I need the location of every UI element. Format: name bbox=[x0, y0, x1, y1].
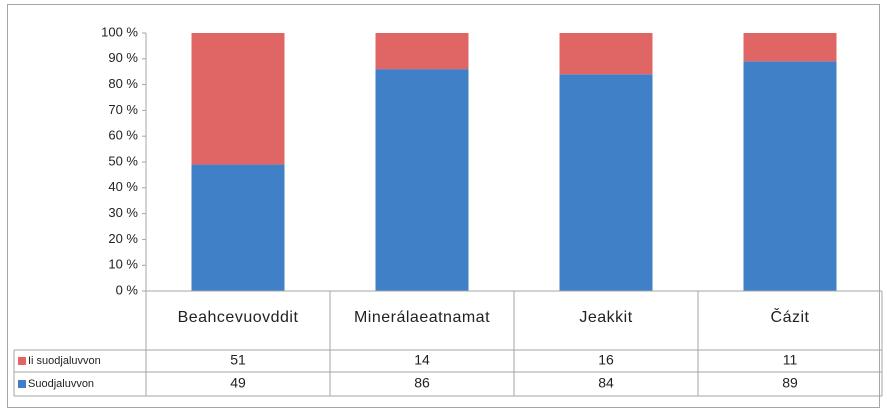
table-value: 11 bbox=[783, 352, 798, 368]
y-tick-label: 30 % bbox=[108, 205, 138, 220]
bar-segment bbox=[375, 69, 469, 292]
bar-segment bbox=[375, 33, 469, 70]
y-tick-label: 20 % bbox=[108, 231, 138, 246]
table-value: 49 bbox=[230, 375, 246, 391]
table-value: 51 bbox=[230, 352, 246, 368]
y-tick-label: 40 % bbox=[108, 179, 138, 194]
bar-segment bbox=[559, 33, 653, 75]
y-tick-label: 50 % bbox=[108, 153, 138, 168]
bar-segment bbox=[743, 61, 837, 291]
x-tick-label: Minerálaeatnamat bbox=[354, 309, 490, 326]
y-tick-label: 70 % bbox=[108, 102, 138, 117]
x-tick-label: Jeakkit bbox=[579, 309, 632, 326]
x-tick-label: Beahcevuovddit bbox=[178, 309, 299, 326]
bar-segment bbox=[559, 74, 653, 291]
legend-label: Ii suodjaluvvon bbox=[28, 355, 101, 367]
legend-label: Suodjaluvvon bbox=[28, 378, 94, 390]
y-tick-label: 100 % bbox=[101, 24, 138, 39]
table-value: 84 bbox=[598, 375, 614, 391]
y-tick-label: 90 % bbox=[108, 50, 138, 65]
bar-segment bbox=[191, 33, 285, 165]
y-tick-label: 60 % bbox=[108, 128, 138, 143]
y-tick-label: 0 % bbox=[116, 282, 139, 297]
table-value: 14 bbox=[414, 352, 430, 368]
y-tick-label: 80 % bbox=[108, 76, 138, 91]
bar-segment bbox=[191, 164, 285, 291]
table-value: 86 bbox=[414, 375, 430, 391]
x-tick-label: Čázit bbox=[771, 307, 810, 326]
y-tick-label: 10 % bbox=[108, 257, 138, 272]
table-value: 16 bbox=[598, 352, 614, 368]
legend-swatch bbox=[18, 357, 26, 365]
table-value: 89 bbox=[782, 375, 798, 391]
legend-swatch bbox=[18, 380, 26, 388]
bar-segment bbox=[743, 33, 837, 62]
